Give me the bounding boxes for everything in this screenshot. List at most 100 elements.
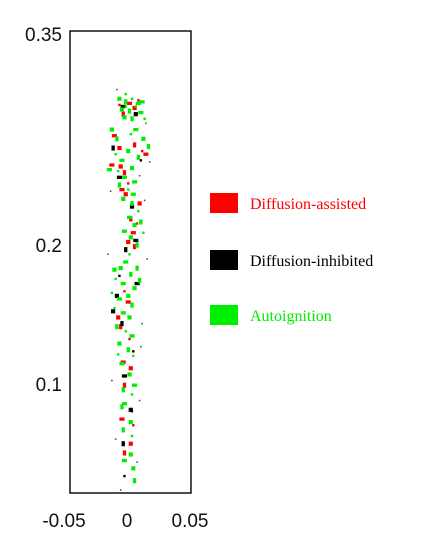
legend-swatch-autoignition (210, 305, 238, 325)
point-diffusion-assisted-9 (143, 152, 149, 156)
point-autoignition-23 (121, 175, 128, 179)
legend-swatch-diffusion-assisted (210, 193, 238, 213)
point-autoignition-32 (132, 222, 137, 228)
point-diffusion-assisted-18 (126, 239, 131, 245)
point-autoignition-25 (117, 182, 122, 188)
point-autoignition-17 (146, 143, 151, 150)
point-diffusion-inhibited-6 (124, 247, 128, 253)
point-autoignition-27 (132, 180, 138, 184)
noise-point-5 (107, 253, 109, 256)
point-autoignition-9 (130, 116, 134, 122)
point-autoignition-50 (113, 307, 116, 310)
point-autoignition-55 (129, 334, 135, 338)
point-autoignition-49 (130, 302, 134, 308)
point-diffusion-inhibited-8 (134, 281, 140, 286)
point-autoignition-1 (124, 99, 128, 105)
point-diffusion-assisted-6 (117, 145, 122, 151)
point-autoignition-48 (126, 293, 131, 298)
point-diffusion-assisted-0 (118, 103, 121, 107)
point-autoignition-19 (119, 158, 125, 163)
x-tick-label-0: 0 (122, 511, 133, 532)
point-autoignition-13 (115, 136, 119, 142)
point-autoignition-59 (119, 361, 125, 366)
x-tick-label-0.05: 0.05 (172, 511, 209, 532)
point-autoignition-76 (128, 452, 133, 457)
point-diffusion-assisted-22 (116, 315, 121, 320)
point-diffusion-inhibited-14 (121, 441, 125, 447)
point-autoignition-35 (121, 229, 128, 233)
point-autoignition-73 (135, 265, 139, 271)
y-tick-label-0.35: 0.35 (25, 25, 62, 46)
point-diffusion-assisted-29 (119, 417, 125, 421)
point-autoignition-60 (127, 372, 132, 377)
point-autoignition-21 (136, 154, 140, 160)
point-autoignition-79 (106, 167, 112, 172)
x-tick-label-neg-0.05: -0.05 (42, 511, 85, 532)
noise-point-8 (111, 379, 113, 382)
point-diffusion-inhibited-1 (133, 112, 138, 117)
point-autoignition-28 (121, 196, 126, 201)
point-autoignition-64 (128, 420, 133, 425)
point-diffusion-assisted-24 (128, 337, 131, 341)
point-autoignition-12 (109, 127, 114, 132)
y-tick-label-0.1: 0.1 (36, 375, 62, 396)
point-autoignition-6 (134, 105, 138, 108)
point-diffusion-assisted-3 (121, 111, 125, 117)
point-autoignition-34 (142, 231, 145, 234)
point-diffusion-inhibited-3 (139, 159, 143, 162)
point-diffusion-assisted-7 (132, 142, 137, 148)
point-diffusion-assisted-21 (125, 300, 131, 304)
point-diffusion-assisted-5 (111, 134, 117, 138)
legend-label-diffusion-inhibited: Diffusion-inhibited (250, 253, 373, 270)
point-autoignition-67 (121, 459, 128, 463)
point-diffusion-inhibited-12 (121, 374, 128, 378)
point-autoignition-68 (131, 466, 136, 471)
point-diffusion-assisted-13 (119, 187, 125, 192)
point-diffusion-inhibited-2 (111, 145, 115, 151)
point-diffusion-assisted-33 (109, 163, 115, 167)
point-autoignition-26 (127, 188, 130, 191)
noise-point-14 (138, 174, 141, 177)
point-autoignition-71 (130, 192, 136, 196)
point-autoignition-63 (121, 402, 128, 406)
point-diffusion-assisted-16 (135, 222, 139, 225)
point-autoignition-5 (127, 108, 132, 114)
point-autoignition-51 (120, 311, 126, 315)
point-autoignition-66 (130, 434, 134, 438)
point-autoignition-16 (141, 136, 146, 141)
point-diffusion-inhibited-15 (123, 474, 126, 478)
point-diffusion-assisted-27 (122, 382, 127, 388)
point-autoignition-14 (129, 132, 132, 136)
point-diffusion-assisted-8 (140, 149, 144, 153)
point-autoignition-11 (138, 110, 144, 115)
point-diffusion-assisted-12 (127, 182, 130, 185)
point-diffusion-assisted-32 (132, 424, 135, 427)
point-diffusion-assisted-4 (137, 99, 140, 102)
point-diffusion-inhibited-4 (116, 175, 122, 179)
point-autoignition-56 (117, 341, 122, 346)
point-diffusion-inhibited-9 (111, 309, 116, 314)
noise-point-9 (138, 399, 141, 402)
point-autoignition-18 (114, 153, 117, 156)
legend-label-autoignition: Autoignition (250, 308, 332, 325)
point-autoignition-42 (114, 277, 117, 281)
point-autoignition-37 (135, 242, 139, 248)
y-tick-label-0.2: 0.2 (36, 236, 62, 257)
point-autoignition-75 (132, 383, 138, 387)
point-diffusion-assisted-30 (128, 441, 133, 446)
point-diffusion-assisted-14 (123, 192, 128, 197)
point-autoignition-41 (129, 271, 133, 277)
point-autoignition-53 (115, 324, 119, 330)
legend-label-diffusion-assisted: Diffusion-assisted (250, 196, 366, 213)
point-autoignition-61 (121, 387, 125, 393)
plot-frame (69, 30, 192, 494)
point-diffusion-assisted-20 (123, 290, 126, 293)
point-autoignition-3 (135, 101, 141, 106)
point-diffusion-assisted-1 (126, 101, 133, 106)
point-autoignition-45 (137, 277, 142, 284)
noise-point-12 (119, 489, 122, 491)
point-diffusion-inhibited-17 (114, 293, 120, 298)
point-autoignition-46 (110, 291, 114, 294)
point-autoignition-20 (126, 149, 131, 154)
